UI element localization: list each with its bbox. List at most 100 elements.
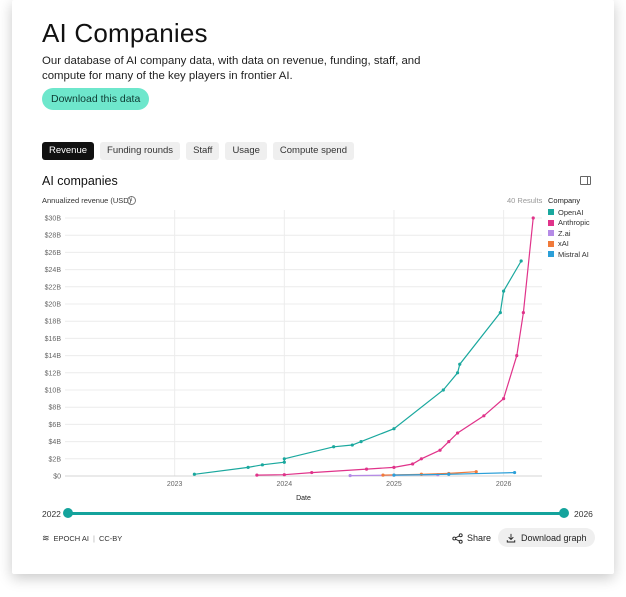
tab-revenue[interactable]: Revenue bbox=[42, 142, 95, 160]
revenue-chart: $0 $2B $4B $6B $8B $10B $12B $14B $16B $18B $20B $2… bbox=[45, 210, 542, 502]
legend-label-zai: Z.ai bbox=[558, 228, 571, 238]
data-point-anthropic bbox=[255, 473, 259, 477]
legend-label-openai: OpenAI bbox=[558, 207, 584, 217]
epoch-logo-icon: ≋ bbox=[42, 533, 50, 543]
legend-item-zai[interactable]: Z.ai bbox=[548, 228, 590, 239]
chart-section-title: AI companies bbox=[42, 174, 118, 188]
data-point-anthropic bbox=[392, 465, 396, 469]
range-end-label: 2026 bbox=[574, 509, 593, 519]
data-point-anthropic bbox=[419, 457, 423, 461]
download-graph-button[interactable]: Download graph bbox=[498, 528, 595, 547]
share-button[interactable]: Share bbox=[452, 529, 491, 547]
y-tick-label: $16B bbox=[45, 336, 62, 343]
y-tick-label: $12B bbox=[45, 370, 62, 377]
legend-swatch-mistral bbox=[548, 251, 554, 258]
download-graph-label: Download graph bbox=[521, 532, 587, 543]
info-icon[interactable]: i bbox=[127, 196, 136, 205]
series-line-openai bbox=[194, 260, 522, 475]
date-range-track[interactable] bbox=[68, 512, 564, 515]
share-icon bbox=[452, 532, 463, 544]
footer-separator: | bbox=[92, 534, 95, 543]
data-point-anthropic bbox=[364, 467, 369, 471]
legend-swatch-openai bbox=[548, 209, 554, 216]
legend-label-anthropic: Anthropic bbox=[558, 218, 590, 228]
tab-compute-spend[interactable]: Compute spend bbox=[272, 142, 354, 160]
data-point-openai bbox=[458, 362, 462, 366]
y-tick-label: $28B bbox=[45, 233, 62, 240]
legend-title: Company bbox=[548, 196, 581, 205]
data-point-xai bbox=[381, 473, 385, 477]
page-title: AI Companies bbox=[42, 18, 208, 48]
data-point-anthropic bbox=[502, 397, 506, 401]
data-point-anthropic bbox=[455, 431, 460, 435]
data-point-anthropic bbox=[282, 473, 286, 477]
data-point-openai bbox=[441, 388, 445, 392]
legend-swatch-xai bbox=[548, 240, 554, 247]
data-point-openai bbox=[260, 463, 264, 467]
legend-swatch-zai bbox=[548, 230, 554, 237]
x-tick-label: 2024 bbox=[277, 481, 293, 488]
x-tick-label: 2026 bbox=[496, 481, 512, 488]
data-point-anthropic bbox=[447, 440, 451, 444]
data-point-openai bbox=[282, 457, 286, 461]
data-point-openai bbox=[392, 427, 396, 431]
metric-tabs: Revenue Funding rounds Staff Usage Compu… bbox=[42, 142, 354, 160]
panel-toggle-icon[interactable] bbox=[580, 176, 591, 185]
data-point-openai bbox=[359, 440, 363, 444]
footer-brand: ≋ EPOCH AI | CC-BY bbox=[42, 533, 122, 544]
data-point-mistral-ai bbox=[447, 472, 451, 476]
data-point-anthropic bbox=[531, 216, 535, 220]
legend-item-anthropic[interactable]: Anthropic bbox=[548, 218, 590, 229]
y-tick-label: $20B bbox=[45, 302, 62, 309]
x-tick-label: 2025 bbox=[386, 481, 402, 488]
range-start-label: 2022 bbox=[42, 509, 61, 519]
data-point-openai bbox=[332, 445, 336, 449]
y-tick-label: $18B bbox=[45, 319, 62, 326]
range-end-handle[interactable] bbox=[559, 508, 569, 518]
y-tick-label: $8B bbox=[49, 405, 62, 412]
results-count: 40 Results bbox=[507, 196, 543, 205]
brand-name: EPOCH AI bbox=[53, 534, 89, 543]
tab-funding-rounds[interactable]: Funding rounds bbox=[100, 142, 181, 160]
data-point-openai bbox=[502, 289, 506, 293]
y-tick-label: $30B bbox=[45, 216, 62, 223]
download-icon bbox=[506, 533, 516, 542]
y-tick-label: $6B bbox=[49, 422, 62, 429]
y-tick-label: $24B bbox=[45, 267, 62, 274]
y-tick-label: $4B bbox=[49, 439, 62, 446]
license-label[interactable]: CC-BY bbox=[98, 534, 123, 543]
data-point-anthropic bbox=[411, 462, 415, 466]
legend-item-mistral[interactable]: Mistral AI bbox=[548, 249, 590, 260]
data-point-anthropic bbox=[438, 448, 442, 452]
legend-swatch-anthropic bbox=[548, 219, 554, 226]
tab-usage[interactable]: Usage bbox=[225, 142, 267, 160]
x-tick-label: 2023 bbox=[167, 481, 183, 488]
content-card: AI Companies Our database of AI company … bbox=[12, 0, 614, 574]
data-point-xai bbox=[474, 470, 478, 474]
data-point-mistral-ai bbox=[392, 473, 396, 477]
data-point-openai bbox=[192, 472, 196, 476]
legend-label-mistral: Mistral AI bbox=[558, 249, 589, 259]
download-data-button[interactable]: Download this data bbox=[42, 88, 150, 110]
series-line-anthropic bbox=[256, 217, 534, 476]
share-label: Share bbox=[467, 533, 492, 543]
chart-legend: Company OpenAI Anthropic Z.ai xAI Mistra… bbox=[548, 196, 590, 260]
data-point-anthropic bbox=[482, 414, 486, 418]
legend-item-xai[interactable]: xAI bbox=[548, 239, 590, 250]
legend-label-xai: xAI bbox=[558, 239, 569, 249]
data-point-openai bbox=[350, 443, 354, 447]
data-point-anthropic bbox=[515, 354, 519, 358]
y-tick-label: $0 bbox=[53, 474, 61, 481]
data-point-anthropic bbox=[521, 311, 525, 315]
legend-item-openai[interactable]: OpenAI bbox=[548, 207, 590, 218]
y-tick-label: $22B bbox=[45, 284, 62, 291]
y-tick-label: $14B bbox=[45, 353, 62, 360]
y-tick-label: $26B bbox=[45, 250, 62, 257]
data-point-openai bbox=[282, 460, 286, 464]
x-axis-title: Date bbox=[296, 495, 311, 502]
tab-staff[interactable]: Staff bbox=[186, 142, 220, 160]
y-tick-label: $10B bbox=[45, 388, 62, 395]
range-start-handle[interactable] bbox=[63, 508, 73, 518]
y-tick-label: $2B bbox=[49, 456, 62, 463]
data-point-openai bbox=[519, 259, 523, 263]
